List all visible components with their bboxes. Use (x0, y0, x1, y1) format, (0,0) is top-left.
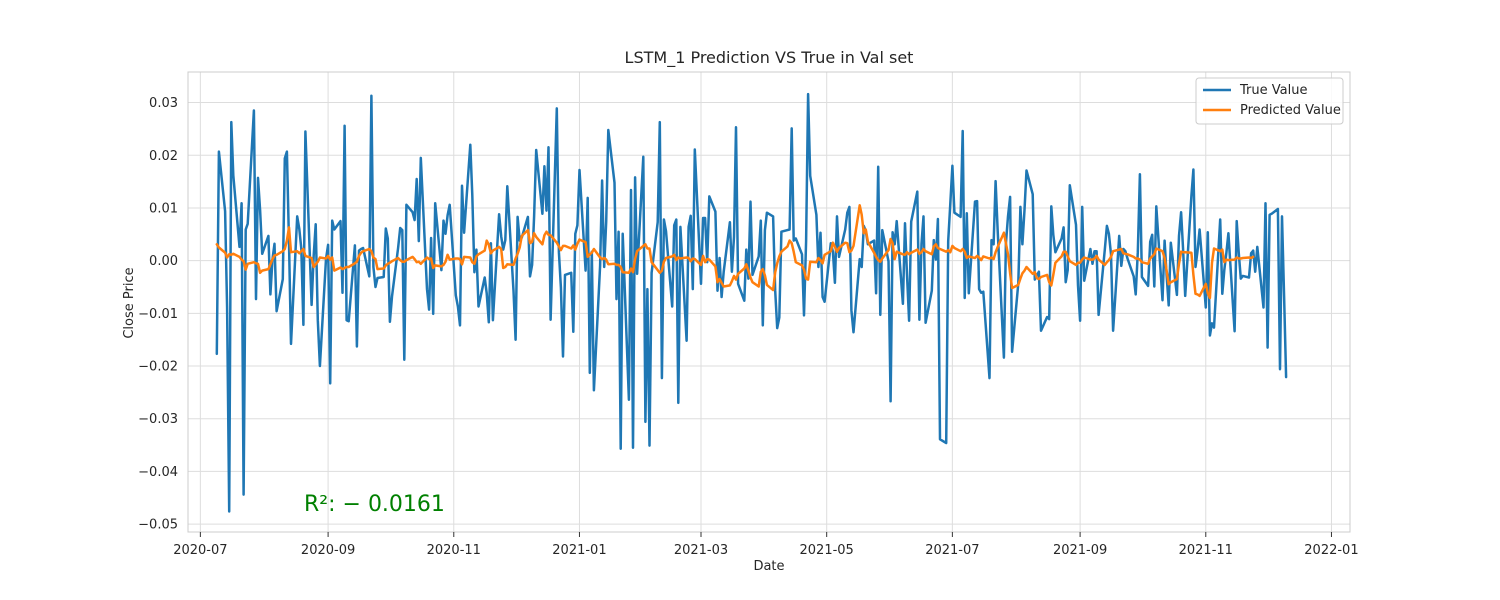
x-tick-label: 2021-07 (925, 543, 979, 558)
chart-title: LSTM_1 Prediction VS True in Val set (625, 48, 914, 68)
y-tick-labels: −0.05 −0.04 −0.03 −0.02 −0.01 0.00 0.01 0.02 0.0… (138, 96, 178, 533)
r-squared-annotation: R²: − 0.0161 (304, 492, 445, 517)
y-tick-label: −0.04 (138, 465, 178, 480)
y-tick-label: −0.01 (138, 307, 178, 322)
y-axis-title: Close Price (122, 267, 137, 338)
x-tick-label: 2021-05 (800, 543, 854, 558)
x-tick-label: 2021-03 (674, 543, 728, 558)
y-tick-label: 0.00 (149, 254, 178, 269)
x-tick-label: 2021-09 (1053, 543, 1107, 558)
x-tick-label: 2020-11 (427, 543, 481, 558)
x-tick-label: 2021-11 (1179, 543, 1233, 558)
x-tick-label: 2020-09 (301, 543, 355, 558)
legend: True Value Predicted Value (1195, 77, 1344, 125)
x-tick-label: 2021-01 (552, 543, 606, 558)
y-tick-label: −0.03 (138, 412, 178, 427)
x-axis-title: Date (753, 559, 784, 574)
y-tick-label: −0.05 (138, 518, 178, 533)
y-tick-label: 0.02 (149, 149, 178, 164)
y-tick-label: 0.01 (149, 201, 178, 216)
series-line-true-value (215, 92, 1288, 513)
plot-area (188, 72, 1350, 532)
plot-frame (187, 71, 1351, 533)
legend-label-predicted-value: Predicted Value (1240, 103, 1341, 118)
x-tick-label: 2020-07 (173, 543, 227, 558)
legend-box (1195, 77, 1344, 125)
series-layer (215, 92, 1288, 513)
series-line-predicted-value (215, 204, 1255, 300)
y-tick-label: −0.02 (138, 360, 178, 375)
y-tick-label: 0.03 (149, 96, 178, 111)
x-tick-label: 2022-01 (1304, 543, 1358, 558)
legend-label-true-value: True Value (1239, 83, 1307, 98)
y-gridlines (188, 102, 1350, 525)
x-tick-labels: 2020-07 2020-09 2020-11 2021-01 2021-03 2021-… (173, 532, 1359, 558)
